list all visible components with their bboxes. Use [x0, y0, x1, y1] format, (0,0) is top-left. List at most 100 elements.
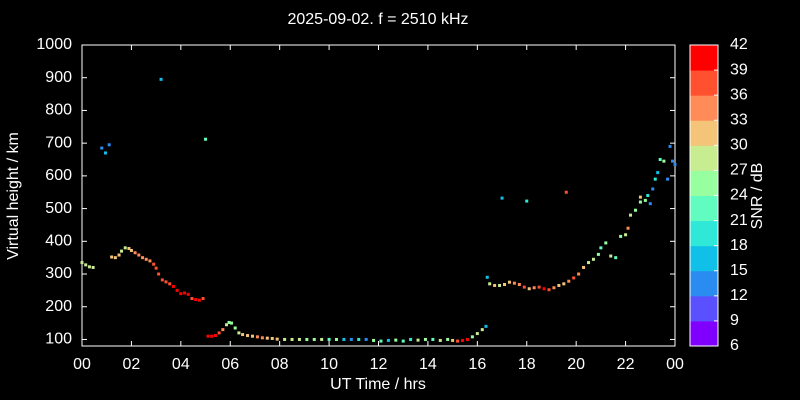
data-point [168, 282, 172, 286]
data-point [164, 280, 168, 284]
data-point [577, 272, 581, 276]
data-point [123, 246, 127, 250]
data-point [587, 261, 591, 265]
colorbar-tick-label: 42 [730, 36, 748, 53]
colorbar-tick-label: 9 [730, 312, 739, 329]
colorbar-band [690, 295, 718, 322]
data-point [270, 336, 274, 340]
data-point [394, 338, 398, 342]
data-point [480, 328, 484, 332]
data-point [190, 297, 194, 301]
data-point [117, 253, 121, 257]
data-point [525, 199, 529, 203]
colorbar-tick-label: 18 [730, 237, 748, 254]
colorbar-tick-label: 33 [730, 111, 748, 128]
data-point [250, 334, 254, 338]
data-point [409, 337, 413, 341]
x-tick-label: 20 [567, 356, 585, 373]
data-point [246, 334, 250, 338]
data-point [456, 339, 460, 343]
data-point [137, 253, 141, 257]
colorbar-band [690, 270, 718, 297]
y-tick-label: 400 [45, 233, 72, 250]
x-tick-label: 12 [370, 356, 388, 373]
data-point [614, 256, 618, 260]
data-point [416, 338, 420, 342]
data-point [227, 320, 231, 324]
x-tick-label: 04 [172, 356, 190, 373]
data-point [113, 256, 117, 260]
y-tick-label: 500 [45, 200, 72, 217]
data-point [148, 259, 152, 263]
data-point [547, 288, 551, 292]
data-point [564, 190, 568, 194]
data-point [465, 337, 469, 341]
data-point [144, 257, 148, 261]
data-point [201, 297, 205, 301]
colorbar-tick-label: 21 [730, 212, 748, 229]
chart-title: 2025-09-02. f = 2510 kHz [287, 11, 468, 28]
data-point [183, 291, 187, 295]
data-point [297, 337, 301, 341]
data-point [537, 285, 541, 289]
data-point [470, 335, 474, 339]
data-point [157, 272, 161, 276]
data-point [562, 282, 566, 286]
data-point [110, 255, 114, 259]
data-point [84, 263, 88, 267]
data-point [204, 137, 208, 141]
data-point [275, 337, 279, 341]
colorbar-band [690, 195, 718, 222]
data-point [624, 233, 628, 237]
data-point [349, 337, 353, 341]
data-point [334, 337, 338, 341]
data-point [255, 335, 259, 339]
data-point [488, 282, 492, 286]
data-point [446, 337, 450, 341]
colorbar-band [690, 145, 718, 171]
data-point [493, 283, 497, 287]
data-point [572, 276, 576, 280]
data-point [646, 194, 650, 197]
data-point [217, 331, 221, 335]
data-point [229, 321, 233, 325]
colorbar-band [690, 70, 718, 96]
data-point [107, 143, 111, 147]
data-point [619, 234, 623, 238]
data-point [653, 177, 657, 181]
data-point [127, 247, 131, 251]
colorbar-tick-label: 24 [730, 187, 748, 204]
data-point [213, 334, 217, 338]
data-point [312, 337, 316, 341]
colorbar-tick-label: 30 [730, 137, 748, 154]
data-point [210, 334, 214, 338]
data-point [401, 339, 405, 343]
data-point [154, 266, 158, 270]
data-point [283, 337, 287, 341]
colorbar-band [690, 220, 718, 247]
data-point [643, 198, 647, 202]
data-point [233, 326, 237, 330]
data-point [225, 323, 229, 327]
data-point [186, 292, 190, 296]
data-point [372, 338, 376, 342]
data-point [522, 285, 526, 289]
colorbar-band [690, 45, 718, 71]
colorbar-tick-label: 27 [730, 162, 748, 179]
data-point [651, 187, 655, 191]
data-point [485, 275, 489, 279]
y-tick-label: 200 [45, 298, 72, 315]
x-axis-label: UT Time / hrs [330, 376, 426, 393]
x-tick-label: 00 [666, 356, 684, 373]
data-point [386, 338, 390, 342]
data-point [320, 337, 324, 341]
data-point [260, 336, 264, 340]
data-point [507, 280, 511, 284]
colorbar-band [690, 320, 718, 347]
data-point [656, 171, 660, 175]
data-point [206, 334, 210, 338]
data-point [241, 333, 245, 337]
colorbar-tick-label: 6 [730, 337, 739, 354]
